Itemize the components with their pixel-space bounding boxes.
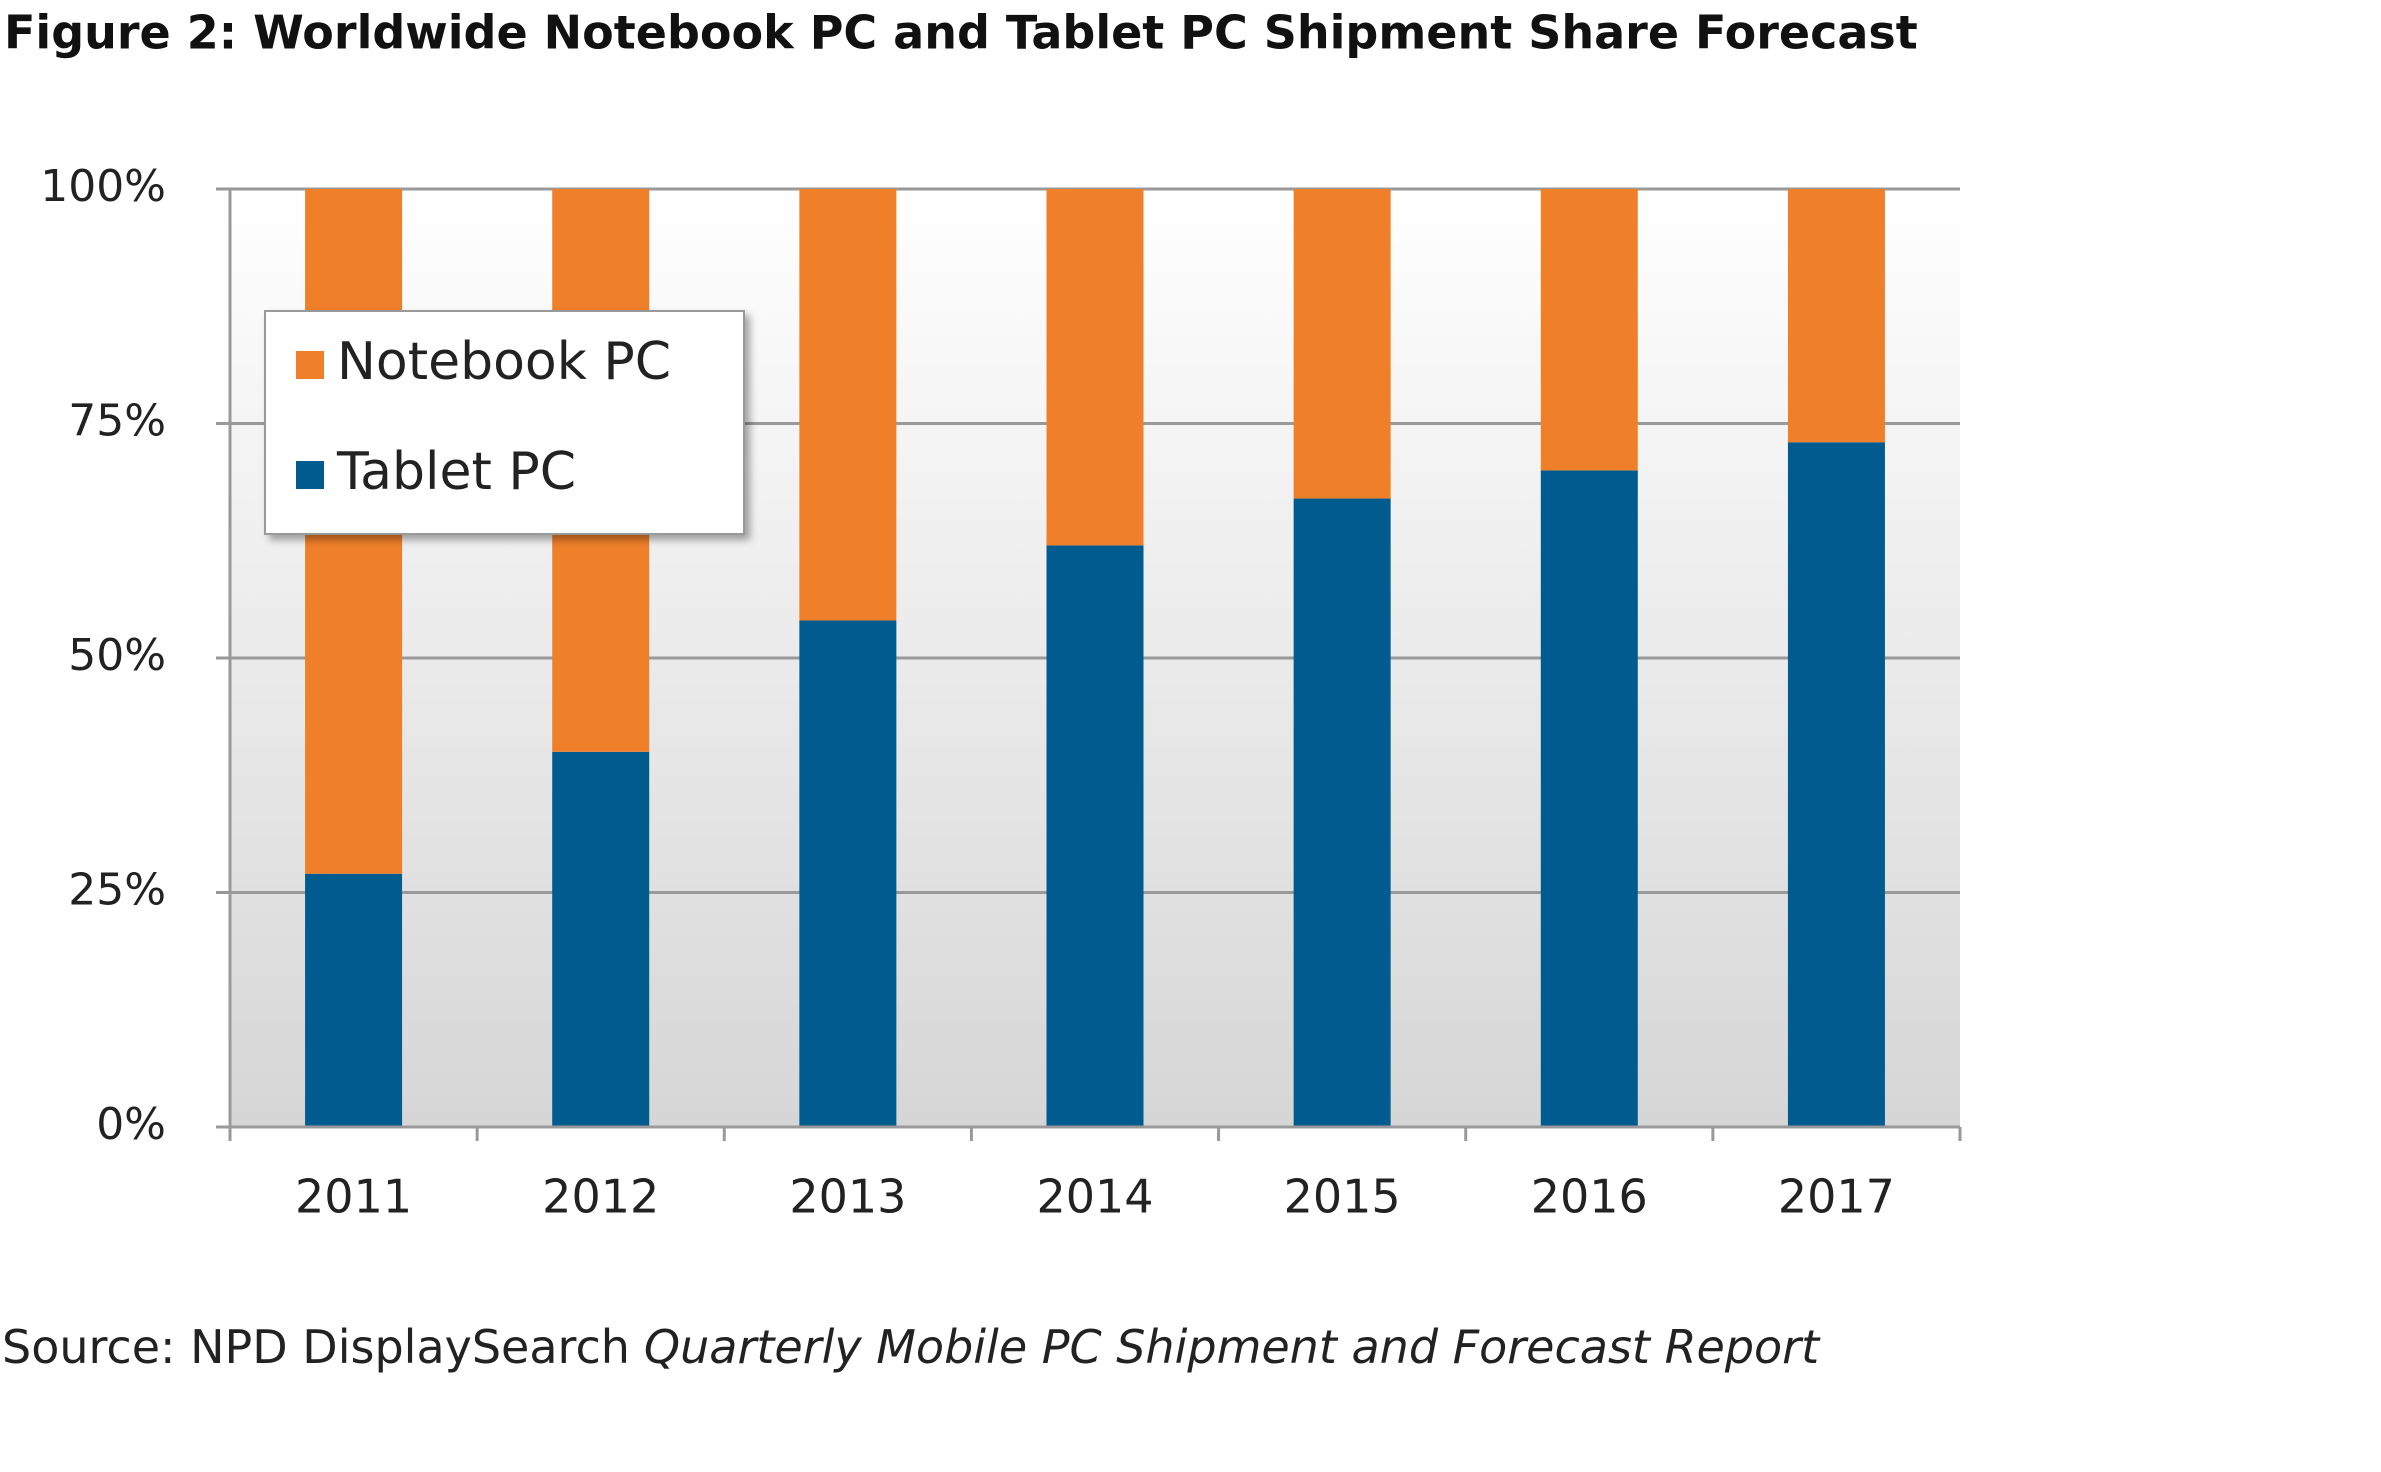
y-tick-label: 0% — [96, 1099, 166, 1150]
x-tick-label: 2012 — [542, 1170, 659, 1224]
bar-segment — [1046, 189, 1144, 546]
y-tick-label: 50% — [68, 630, 166, 681]
legend-swatch — [296, 351, 324, 379]
x-tick-label: 2014 — [1036, 1170, 1153, 1224]
chart-title: Figure 2: Worldwide Notebook PC and Tabl… — [4, 6, 1918, 60]
source: Source: NPD DisplaySearch — [2, 1320, 630, 1374]
x-tick-label: 2017 — [1778, 1170, 1895, 1224]
bar-segment — [1293, 189, 1391, 499]
y-tick-label: 75% — [68, 396, 166, 447]
legend-label: Tablet PC — [336, 442, 576, 502]
bar-segment — [1293, 498, 1391, 1127]
x-tick-label: 2015 — [1284, 1170, 1401, 1224]
bar-segment — [1787, 442, 1885, 1127]
legend-swatch — [296, 461, 324, 489]
source-report: Quarterly Mobile PC Shipment and Forecas… — [644, 1320, 1821, 1374]
bar-segment — [1046, 545, 1144, 1127]
legend: Notebook PC Tablet PC — [264, 310, 745, 535]
bar-segment — [1787, 189, 1885, 443]
y-tick-label: 100% — [40, 161, 166, 212]
x-tick-label: 2016 — [1531, 1170, 1648, 1224]
y-tick-label: 25% — [68, 865, 166, 916]
source-note: Source: NPD DisplaySearch Quarterly Mobil… — [2, 1320, 1821, 1374]
x-tick-label: 2013 — [789, 1170, 906, 1224]
legend-label: Notebook PC — [337, 332, 671, 392]
bar-segment — [799, 620, 897, 1127]
bar-segment — [552, 751, 650, 1127]
legend-box — [264, 310, 745, 535]
bar-segment — [799, 189, 897, 621]
bar-segment — [1540, 470, 1638, 1127]
bar-segment — [1540, 189, 1638, 471]
bar-segment — [305, 873, 403, 1127]
x-tick-label: 2011 — [295, 1170, 412, 1224]
